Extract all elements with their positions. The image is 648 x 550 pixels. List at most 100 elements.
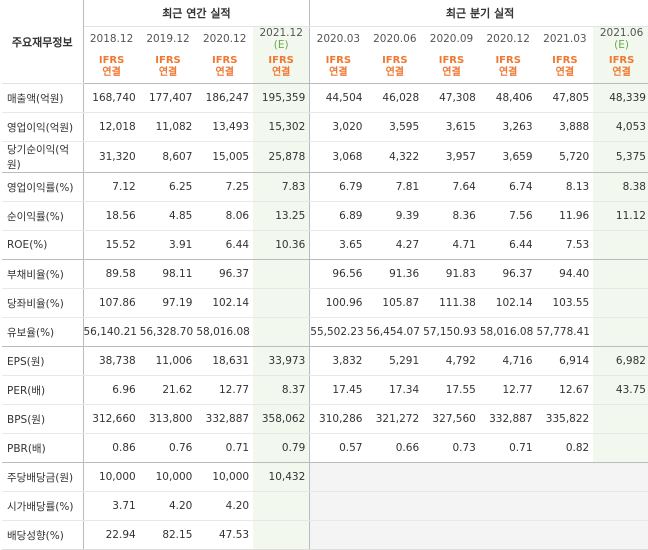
consolidated-label: 연결 [385, 67, 404, 78]
value-cell: 97.19 [139, 288, 197, 318]
table-row: 부채비율(%) 89.58 98.11 96.37 96.56 91.36 91.83 96.… [2, 259, 648, 289]
ifrs-label: IFRS [552, 55, 578, 66]
ifrs-label: IFRS [382, 55, 408, 66]
value-cell [423, 491, 480, 521]
value-cell: 0.86 [83, 433, 140, 463]
value-cell [423, 462, 480, 492]
value-cell: 7.83 [253, 172, 311, 202]
value-cell: 4,053 [593, 112, 648, 142]
value-cell: 46,028 [366, 83, 424, 113]
value-cell: 195,359 [253, 83, 311, 113]
period-label: 2020.06 [373, 33, 417, 45]
value-cell [253, 288, 311, 318]
value-cell: 0.57 [309, 433, 367, 463]
value-cell: 56,140.21 [83, 317, 140, 347]
value-cell [593, 288, 648, 318]
value-cell: 31,320 [83, 141, 140, 173]
value-cell: 13,493 [196, 112, 254, 142]
value-cell: 33,973 [253, 346, 311, 376]
value-cell: 17.34 [366, 375, 424, 405]
value-cell [479, 491, 537, 521]
value-cell [253, 317, 311, 347]
value-cell: 12.77 [196, 375, 254, 405]
value-cell: 7.25 [196, 172, 254, 202]
value-cell: 186,247 [196, 83, 254, 113]
value-cell: 105.87 [366, 288, 424, 318]
value-cell: 96.56 [309, 259, 367, 289]
value-cell: 11,006 [139, 346, 197, 376]
value-cell: 12.67 [536, 375, 594, 405]
value-cell: 3.71 [83, 491, 140, 521]
value-cell [253, 491, 311, 521]
row-label: 유보율(%) [2, 317, 84, 347]
value-cell: 7.81 [366, 172, 424, 202]
ifrs-consolidated-header: IFRS 연결 [536, 51, 594, 84]
row-label: 당기순이익(억원) [2, 141, 84, 173]
ifrs-label: IFRS [438, 55, 465, 66]
value-cell [593, 317, 648, 347]
value-cell: 168,740 [83, 83, 140, 113]
value-cell: 310,286 [309, 404, 367, 434]
row-header-label: 주요재무정보 [2, 0, 84, 84]
estimate-mark: (E) [273, 39, 289, 51]
value-cell: 3,659 [479, 141, 537, 173]
value-cell [479, 462, 537, 492]
value-cell [593, 491, 648, 521]
consolidated-label: 연결 [555, 67, 575, 78]
value-cell: 38,738 [83, 346, 140, 376]
value-cell [593, 462, 648, 492]
value-cell: 335,822 [536, 404, 594, 434]
value-cell [366, 491, 424, 521]
ifrs-consolidated-header: IFRS 연결 [479, 51, 537, 84]
value-cell: 3,263 [479, 112, 537, 142]
period-header: 2020.12 [196, 27, 253, 52]
value-cell: 43.75 [593, 375, 648, 405]
consolidated-label: 연결 [498, 67, 518, 78]
value-cell: 327,560 [423, 404, 480, 434]
value-cell: 47,308 [423, 83, 480, 113]
annual-performance-title: 최근 연간 실적 [83, 0, 311, 27]
value-cell: 11.96 [536, 201, 594, 231]
value-cell: 89.58 [83, 259, 140, 289]
value-cell [309, 520, 367, 550]
row-label: 당좌비율(%) [2, 288, 84, 318]
value-cell [366, 520, 424, 550]
period-header: 2021.06 (E) [593, 26, 648, 51]
value-cell: 7.64 [423, 172, 480, 202]
row-label: 시가배당률(%) [2, 491, 84, 521]
row-label: 주당배당금(원) [2, 462, 84, 492]
consolidated-label: 연결 [271, 67, 291, 78]
value-cell: 47.53 [196, 520, 254, 550]
table-row: 당좌비율(%) 107.86 97.19 102.14 100.96 105.87 111.… [2, 288, 648, 318]
value-cell [593, 259, 648, 289]
value-cell: 22.94 [83, 520, 140, 550]
table-row: 매출액(억원) 168,740 177,407 186,247 195,359 44,50… [2, 83, 648, 113]
value-cell [536, 520, 594, 550]
ifrs-label: IFRS [495, 55, 521, 66]
value-cell: 4.85 [139, 201, 197, 231]
estimate-mark: (E) [614, 39, 629, 51]
value-cell: 18.56 [83, 201, 140, 231]
value-cell: 55,502.23 [309, 317, 367, 347]
row-label: ROE(%) [2, 230, 84, 260]
table-row: PBR(배) 0.86 0.76 0.71 0.79 0.57 0.66 0.73 0.71 0.… [2, 433, 648, 463]
value-cell: 5,720 [536, 141, 594, 173]
value-cell: 48,339 [593, 83, 648, 113]
value-cell: 6.79 [309, 172, 367, 202]
value-cell: 15.52 [83, 230, 140, 260]
period-label: 2021.03 [543, 33, 587, 45]
value-cell: 10,432 [253, 462, 311, 492]
period-label: 2018.12 [89, 33, 134, 45]
value-cell: 8.13 [536, 172, 594, 202]
consolidated-label: 연결 [442, 67, 461, 78]
value-cell: 4.27 [366, 230, 424, 260]
value-cell: 4.71 [423, 230, 480, 260]
period-label: 2020.12 [203, 33, 247, 45]
table-row: 영업이익(억원) 12,018 11,082 13,493 15,302 3,020 3,5… [2, 112, 648, 142]
table-row: 유보율(%) 56,140.21 56,328.70 58,016.08 55,502.… [2, 317, 648, 347]
value-cell: 10,000 [83, 462, 140, 492]
value-cell: 17.55 [423, 375, 480, 405]
value-cell: 4.20 [139, 491, 197, 521]
value-cell: 0.71 [479, 433, 537, 463]
ifrs-label: IFRS [155, 55, 181, 66]
